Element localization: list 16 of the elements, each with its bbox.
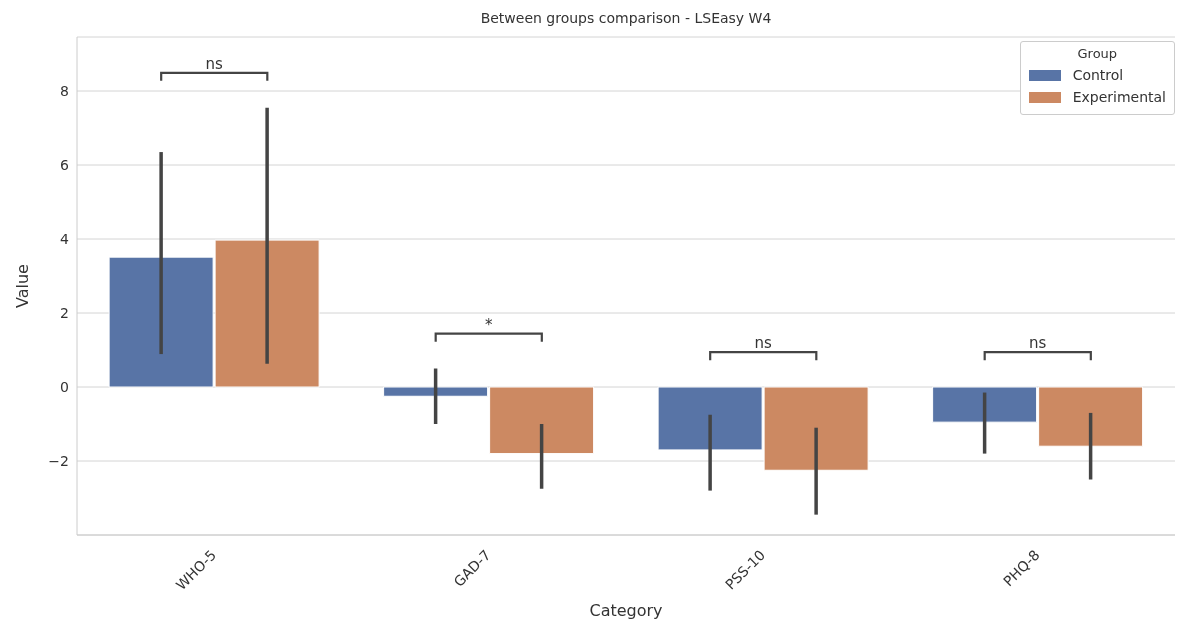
legend-label: Experimental	[1072, 88, 1166, 107]
legend-title: Group	[1076, 46, 1119, 61]
annotation: ns	[1029, 334, 1047, 353]
legend-label: Control	[1072, 66, 1124, 85]
annotation: ns	[205, 54, 224, 73]
x-axis-title: Category	[589, 601, 663, 620]
y-tick-label: 8	[60, 82, 69, 99]
y-tick-label: 0	[60, 378, 69, 395]
y-tick-label: 2	[60, 304, 69, 321]
annotation: *	[485, 315, 493, 334]
chart-title: Between groups comparison - LSEasy W4	[479, 10, 773, 26]
y-tick-label: −2	[48, 452, 69, 469]
y-axis-title: Value	[13, 264, 32, 308]
annotation: ns	[754, 334, 773, 353]
y-tick-label: 4	[60, 230, 70, 247]
y-tick-label: 6	[60, 156, 70, 173]
